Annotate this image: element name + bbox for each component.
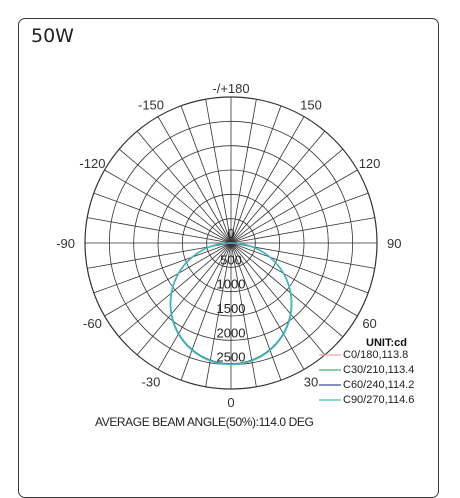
polar-spoke [180,105,232,244]
legend-entry: C60/240,114.2 [343,379,414,391]
polar-spoke [230,148,344,244]
polar-spoke [180,242,232,381]
polar-spoke [230,242,369,294]
beam-angle-footer: AVERAGE BEAM ANGLE(50%):114.0 DEG [95,415,314,429]
radial-label: 0 [227,226,234,241]
radial-label: 1500 [217,301,246,316]
radial-label: 1000 [217,277,246,292]
angle-label: -60 [83,316,102,331]
polar-spoke [230,116,305,244]
angle-label: 120 [359,156,381,171]
polar-spoke [136,242,232,356]
legend-unit: UNIT:cd [366,337,407,349]
polar-spoke [93,192,232,244]
angle-label: -90 [56,236,75,251]
polar-spoke [205,242,232,387]
angle-labels: -/+180 150 -150 120 -120 90 -90 60 -60 30 -30 0 [56,81,401,410]
polar-spoke [230,242,282,381]
polar-spoke [87,217,232,244]
angle-label: 30 [304,375,318,390]
series-curves [169,242,293,366]
polar-spoke [157,242,232,370]
radial-label: 2000 [217,325,246,340]
legend-entry: C90/270,114.6 [343,394,414,406]
angle-label: 90 [387,236,401,251]
polar-spoke [93,242,232,294]
polar-spoke [230,242,305,370]
angle-label: -120 [79,156,105,171]
angle-label: -30 [142,375,161,390]
polar-spokes [85,97,377,389]
polar-spoke [230,242,257,387]
polar-spoke [87,242,232,269]
polar-spoke [230,242,344,338]
radial-label: 500 [220,252,242,267]
series-curve [169,242,293,366]
polar-spoke [205,99,232,244]
polar-spoke [136,130,232,244]
angle-label: 60 [362,316,376,331]
polar-spoke [230,169,358,244]
angle-label: -/+180 [212,81,249,96]
polar-spoke [230,99,257,244]
angle-label: 150 [300,97,322,112]
legend-entry: C0/180,113.8 [343,349,408,361]
radial-label: 2500 [217,350,246,365]
card-title: 50W [31,25,74,47]
polar-spoke [230,192,369,244]
polar-spoke [118,242,232,338]
polar-spoke [104,169,232,244]
polar-spoke [104,242,232,317]
angle-label: -150 [138,97,164,112]
polar-spoke [230,217,375,244]
polar-spoke [230,242,326,356]
polar-spoke [157,116,232,244]
polar-spoke [230,242,375,269]
legend-entry: C30/210,113.4 [343,364,414,376]
angle-label: 0 [227,395,234,410]
polar-spoke [230,130,326,244]
polar-spoke [230,105,282,244]
polar-chart: -/+180 150 -150 120 -120 90 -90 60 -60 30 -30 0 0 50… [56,81,414,429]
polar-spoke [230,242,358,317]
polar-spoke [118,148,232,244]
radial-labels: 0 500 1000 1500 2000 2500 [217,226,246,365]
